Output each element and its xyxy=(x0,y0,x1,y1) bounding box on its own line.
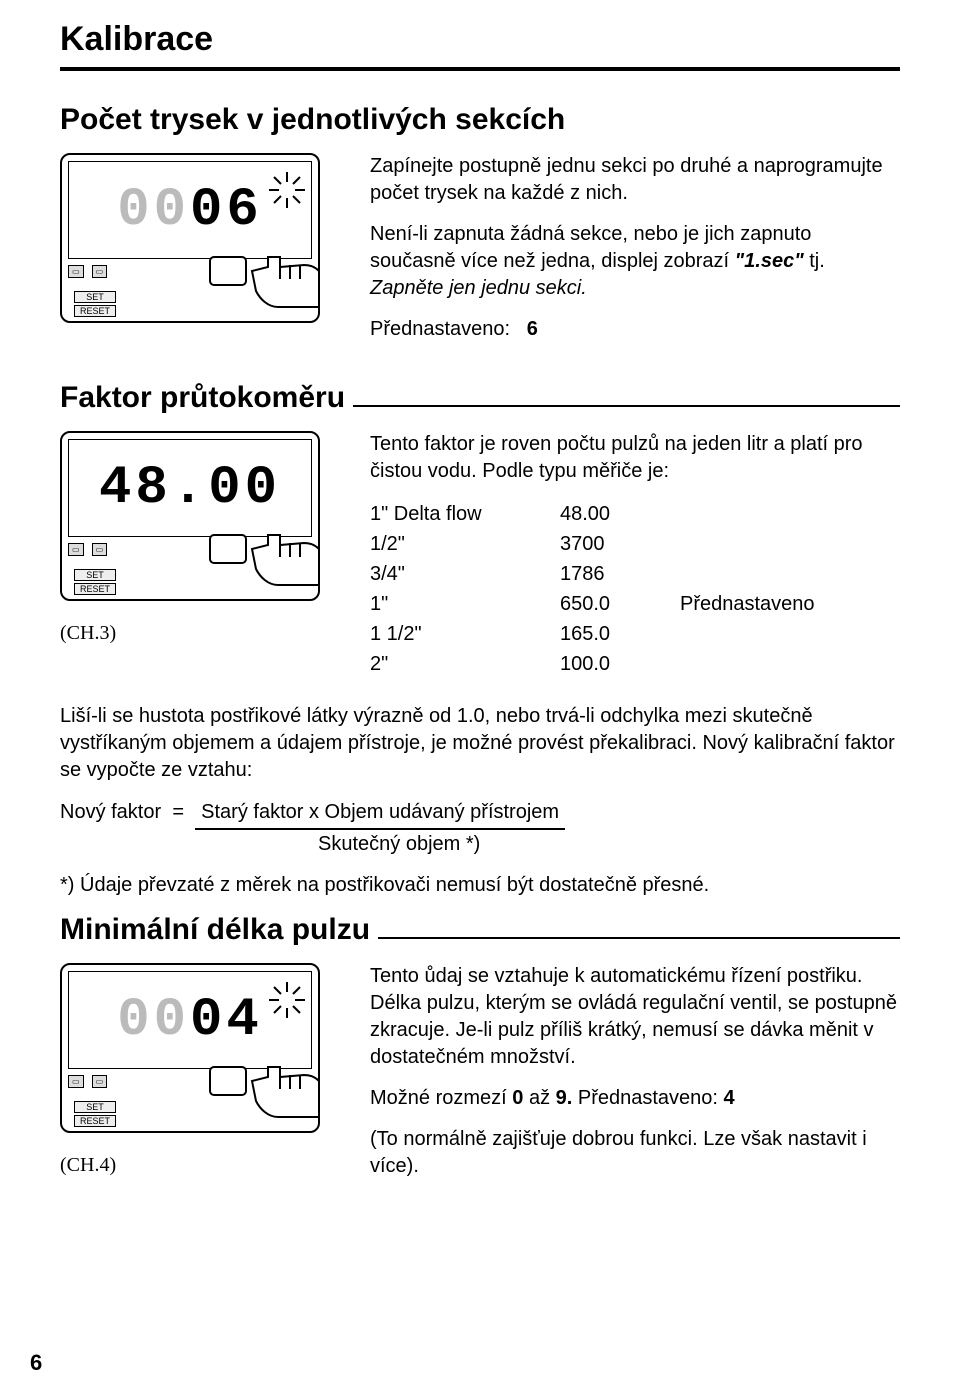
ft-r2-note xyxy=(680,559,900,589)
image-label-ch4: (CH.4) xyxy=(60,1154,116,1177)
recalibration-formula: Nový faktor = Starý faktor x Objem udáva… xyxy=(60,798,900,858)
reset-button-2: RESET xyxy=(74,583,116,595)
preset-label: Přednastaveno: xyxy=(370,318,510,340)
s1p2b: "1.sec" xyxy=(735,250,804,272)
ft-r3-val: 650.0 xyxy=(560,589,680,619)
ft-r0-val: 48.00 xyxy=(560,499,680,529)
ft-r4-note xyxy=(680,619,900,649)
section1-p1: Zapínejte postupně jednu sekci po druhé … xyxy=(370,153,900,207)
hand-icon xyxy=(208,249,320,319)
ft-r4-size: 1 1/2" xyxy=(370,619,560,649)
s3rb: 0 xyxy=(512,1087,523,1109)
ft-r3-size: 1" xyxy=(370,589,560,619)
section2-para: Liší-li se hustota postřikové látky výra… xyxy=(60,703,900,784)
set-button: SET xyxy=(74,291,116,303)
section1-preset: Přednastaveno: 6 xyxy=(370,316,900,343)
ft-r0-size: 1" Delta flow xyxy=(370,499,560,529)
ft-r0-note xyxy=(680,499,900,529)
lcd-device-3: 0004 ▭ ▭ SET RESET xyxy=(60,963,320,1133)
ft-r5-note xyxy=(680,649,900,679)
preset-value: 6 xyxy=(527,318,538,340)
section1-p2: Není-li zapnuta žádná sekce, nebo je jic… xyxy=(370,221,900,302)
hand-icon-3 xyxy=(208,1059,320,1129)
s3rd: 9. xyxy=(556,1087,573,1109)
device-illustration-3: 0004 ▭ ▭ SET RESET xyxy=(60,963,350,1173)
ft-r5-size: 2" xyxy=(370,649,560,679)
device-button-a3: ▭ xyxy=(68,1075,84,1088)
lcd-leading-zeros: 00 xyxy=(117,180,190,241)
burst-icon-3 xyxy=(267,976,307,1016)
device-button-b: ▭ xyxy=(92,265,108,278)
device-illustration-1: 0006 ▭ ▭ SET RESET xyxy=(60,153,350,357)
section3-p1: Tento ůdaj se vztahuje k automatickému ř… xyxy=(370,963,900,1071)
section2-text: Tento faktor je roven počtu pulzů na jed… xyxy=(370,431,900,679)
lcd-value-3: 04 xyxy=(190,990,263,1051)
lcd-screen-3: 0004 xyxy=(68,971,312,1069)
s1p2d: Zapněte jen jednu sekci. xyxy=(370,277,587,299)
s3re: Přednastaveno: xyxy=(572,1087,723,1109)
section-title-nozzle-count: Počet trysek v jednotlivých sekcích xyxy=(60,103,900,137)
flow-factor-table: 1" Delta flow 48.00 1/2" 3700 3/4" 1786 … xyxy=(370,499,900,679)
ft-r1-val: 3700 xyxy=(560,529,680,559)
device-button-b2: ▭ xyxy=(92,543,108,556)
section-title-flow-factor: Faktor průtokoměru xyxy=(60,381,900,415)
section2-title-filler xyxy=(353,405,900,407)
section1-text: Zapínejte postupně jednu sekci po druhé … xyxy=(370,153,900,357)
lcd-leading-zeros-3: 00 xyxy=(117,990,190,1051)
hand-icon-2 xyxy=(208,527,320,597)
ft-r2-size: 3/4" xyxy=(370,559,560,589)
s3rc: až xyxy=(523,1087,555,1109)
lcd-screen: 0006 xyxy=(68,161,312,259)
formula-denominator: Skutečný objem *) xyxy=(318,830,900,858)
page-title: Kalibrace xyxy=(60,20,900,59)
section2-title-text: Faktor průtokoměru xyxy=(60,381,345,415)
reset-button: RESET xyxy=(74,305,116,317)
image-label-ch3: (CH.3) xyxy=(60,622,116,645)
section3-title-text: Minimální délka pulzu xyxy=(60,913,370,947)
lcd-device: 0006 ▭ ▭ SET RESET xyxy=(60,153,320,323)
s3rf: 4 xyxy=(724,1087,735,1109)
lcd-value-2: 48.00 xyxy=(99,458,281,519)
device-button-a2: ▭ xyxy=(68,543,84,556)
formula-numerator: Starý faktor x Objem udávaný přístrojem xyxy=(195,798,565,830)
ft-r1-note xyxy=(680,529,900,559)
lcd-screen-2: 48.00 xyxy=(68,439,312,537)
s1p2c: tj. xyxy=(804,250,825,272)
s3ra: Možné rozmezí xyxy=(370,1087,512,1109)
section3-text: Tento ůdaj se vztahuje k automatickému ř… xyxy=(370,963,900,1194)
burst-icon xyxy=(267,166,307,206)
section2-footnote: *) Údaje převzaté z měrek na postřikovač… xyxy=(60,872,900,899)
section1-title-text: Počet trysek v jednotlivých sekcích xyxy=(60,103,565,137)
set-button-2: SET xyxy=(74,569,116,581)
lcd-value: 06 xyxy=(190,180,263,241)
title-rule xyxy=(60,67,900,71)
formula-lhs: Nový faktor xyxy=(60,798,161,830)
set-button-3: SET xyxy=(74,1101,116,1113)
formula-eq: = xyxy=(171,798,185,830)
ft-r2-val: 1786 xyxy=(560,559,680,589)
device-button-b3: ▭ xyxy=(92,1075,108,1088)
section3-range: Možné rozmezí 0 až 9. Přednastaveno: 4 xyxy=(370,1085,900,1112)
device-button-a: ▭ xyxy=(68,265,84,278)
section3-p3: (To normálně zajišťuje dobrou funkci. Lz… xyxy=(370,1126,900,1180)
ft-r5-val: 100.0 xyxy=(560,649,680,679)
ft-r4-val: 165.0 xyxy=(560,619,680,649)
section-title-min-pulse: Minimální délka pulzu xyxy=(60,913,900,947)
ft-r3-note: Přednastaveno xyxy=(680,589,900,619)
device-illustration-2: 48.00 ▭ ▭ SET RESET (CH.3) xyxy=(60,431,350,641)
page-number: 6 xyxy=(30,1350,42,1376)
section2-intro: Tento faktor je roven počtu pulzů na jed… xyxy=(370,431,900,485)
lcd-device-2: 48.00 ▭ ▭ SET RESET xyxy=(60,431,320,601)
ft-r1-size: 1/2" xyxy=(370,529,560,559)
section3-title-filler xyxy=(378,937,900,939)
reset-button-3: RESET xyxy=(74,1115,116,1127)
